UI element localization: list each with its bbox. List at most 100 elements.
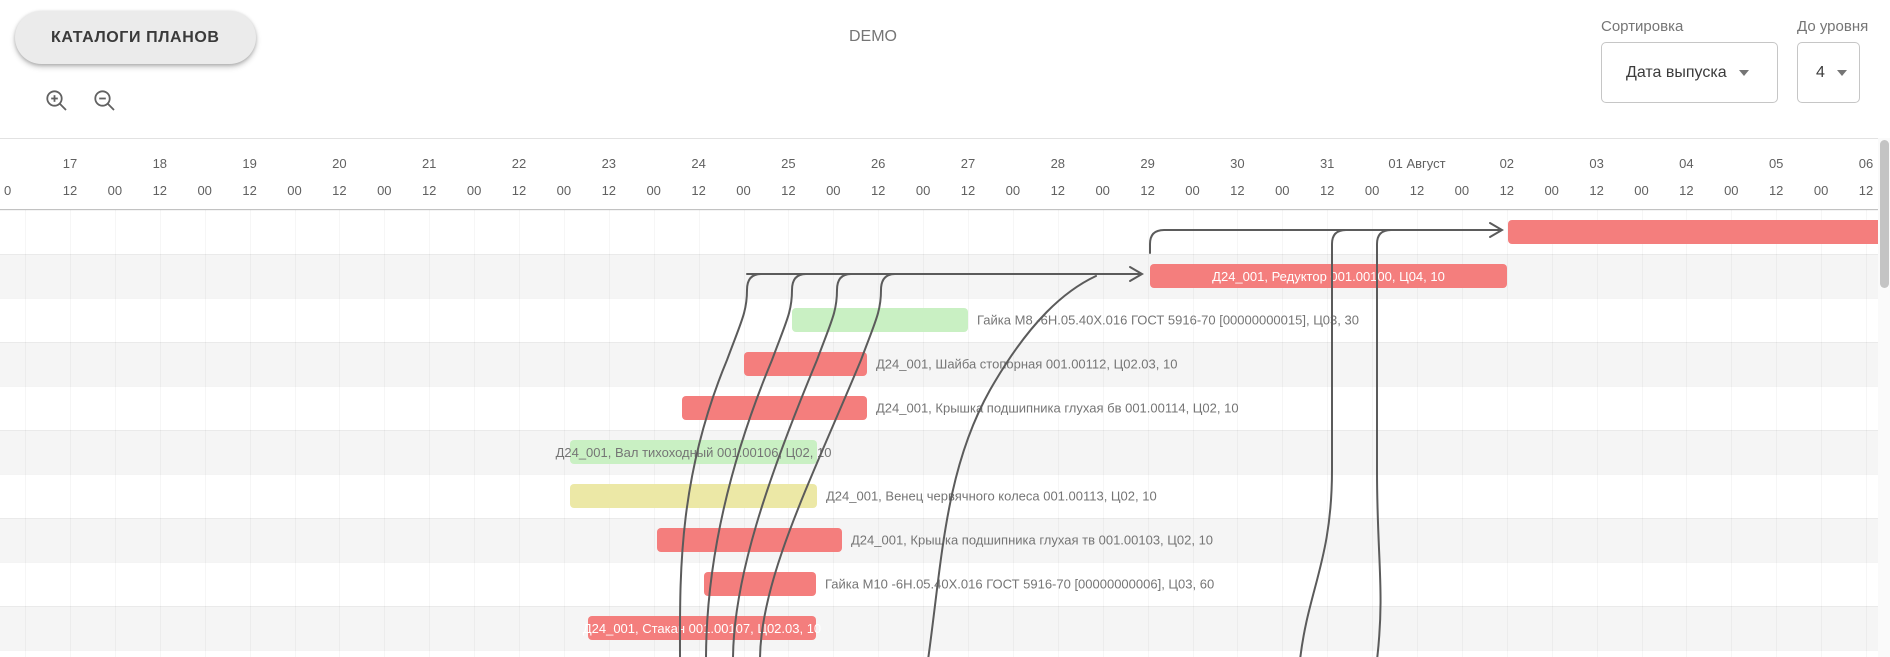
timeline-hour-tick: 00 (1364, 183, 1380, 198)
grid-line (339, 210, 340, 657)
grid-line (609, 210, 610, 657)
task-label: Д24_001, Крышка подшипника глухая тв 001… (851, 532, 1214, 548)
grid-line (1866, 210, 1867, 657)
grid-line (384, 210, 385, 657)
timeline-hour-tick: 00 (1544, 183, 1559, 198)
timeline-day-label: 19 (242, 156, 257, 171)
timeline-hour-tick: 12 (1768, 183, 1784, 198)
grid-line (1597, 210, 1598, 657)
timeline-hour-tick: 00 (1634, 183, 1649, 198)
chevron-down-icon (1738, 69, 1749, 76)
timeline-day-label: 18 (152, 156, 168, 171)
timeline-hour-tick: 00 (466, 183, 482, 198)
timeline-hour-tick: 12 (601, 183, 617, 198)
timeline-day-label: 04 (1679, 156, 1694, 171)
timeline-hour-tick: 00 (556, 183, 572, 198)
catalogs-button[interactable]: КАТАЛОГИ ПЛАНОВ (15, 11, 256, 64)
timeline-hour-tick: 00 (1813, 183, 1829, 198)
timeline-hour-tick: 12 (511, 183, 527, 198)
task-label: Гайка М8 -6Н.05.40Х.016 ГОСТ 5916-70 [00… (977, 312, 1359, 328)
grid-line (250, 210, 251, 657)
timeline-hour-tick: 12 (1319, 183, 1335, 198)
grid-line (295, 210, 296, 657)
timeline-day-label: 27 (960, 156, 976, 171)
grid-line (1821, 210, 1822, 657)
timeline-header: 0 17 12 00 18 12 00 19 12 00 20 12 00 21 12 00 22 12 00 23 1… (0, 138, 1878, 210)
gantt-row (0, 210, 1878, 254)
grid-line (160, 210, 161, 657)
task-label: Гайка М10 -6Н.05.40Х.016 ГОСТ 5916-70 [0… (825, 576, 1215, 592)
grid-line (1642, 210, 1643, 657)
timeline-hour-tick: 00 (287, 183, 302, 198)
timeline-day-label: 24 (691, 156, 706, 171)
timeline-hour-tick: 12 (1499, 183, 1515, 198)
timeline-day-label: 05 (1768, 156, 1784, 171)
timeline-hour-tick: 12 (781, 183, 796, 198)
timeline-day-label: 01 Август (1388, 156, 1446, 171)
gantt-task-bar[interactable]: Д24_001, Стакан 001.00107, Ц02.03, 10 (583, 616, 821, 640)
timeline-day-label: 20 (332, 156, 347, 171)
timeline-hour-tick: 0 (4, 183, 12, 198)
timeline-hour-tick: 12 (152, 183, 168, 198)
task-label: Д24_001, Вал тихоходный 001.00106, Ц02, … (555, 444, 832, 460)
timeline-day-label: 28 (1050, 156, 1066, 171)
timeline-hour-tick: 12 (1050, 183, 1066, 198)
timeline-day-label: 06 (1858, 156, 1874, 171)
timeline-hour-tick: 00 (107, 183, 123, 198)
level-select-value: 4 (1816, 63, 1825, 81)
zoom-in-button[interactable] (43, 88, 71, 116)
timeline-hour-tick: 12 (691, 183, 706, 198)
grid-line (1776, 210, 1777, 657)
timeline-day-label: 25 (781, 156, 796, 171)
timeline-hour-tick: 00 (1275, 183, 1290, 198)
task-label: Д24_001, Шайба стопорная 001.00112, Ц02.… (876, 356, 1178, 372)
task-label: Д24_001, Редуктор 001.00100, Ц04, 10 (1212, 268, 1445, 284)
timeline-hour-tick: 12 (421, 183, 437, 198)
timeline-hour-tick: 12 (1230, 183, 1245, 198)
sort-select[interactable]: Дата выпуска (1601, 42, 1778, 103)
timeline-hour-tick: 00 (1095, 183, 1110, 198)
grid-line (1552, 210, 1553, 657)
timeline-day-label: 02 (1499, 156, 1515, 171)
zoom-out-button[interactable] (91, 88, 119, 116)
timeline-hour-tick: 12 (870, 183, 886, 198)
grid-line (519, 210, 520, 657)
gantt-task-bar[interactable] (657, 528, 842, 552)
vertical-scrollbar-thumb[interactable] (1880, 140, 1889, 288)
timeline-hour-tick: 12 (1409, 183, 1425, 198)
timeline-hour-tick: 00 (1005, 183, 1021, 198)
sort-select-value: Дата выпуска (1626, 63, 1727, 81)
grid-line (115, 210, 116, 657)
gantt-task-bar[interactable] (792, 308, 968, 332)
gantt-task-bar[interactable] (704, 572, 816, 596)
page-title: DEMO (849, 28, 897, 45)
timeline-hour-tick: 12 (1589, 183, 1604, 198)
gantt-task-bar[interactable]: Д24_001, Редуктор 001.00100, Ц04, 10 (1150, 264, 1507, 288)
grid-line (564, 210, 565, 657)
grid-line (70, 210, 71, 657)
timeline-hour-tick: 00 (377, 183, 392, 198)
timeline-day-label: 03 (1589, 156, 1604, 171)
grid-line (429, 210, 430, 657)
timeline-hour-tick: 12 (960, 183, 976, 198)
timeline-hour-tick: 12 (1140, 183, 1155, 198)
timeline-day-label: 23 (601, 156, 617, 171)
timeline-hour-tick: 12 (62, 183, 78, 198)
timeline-day-label: 30 (1230, 156, 1245, 171)
task-label: Д24_001, Венец червячного колеса 001.001… (826, 488, 1157, 504)
gantt-task-bar[interactable] (682, 396, 867, 420)
grid-line (205, 210, 206, 657)
grid-line (474, 210, 475, 657)
gantt-task-bar[interactable] (1508, 220, 1878, 244)
timeline-hour-tick: 00 (1185, 183, 1200, 198)
level-select[interactable]: 4 (1797, 42, 1860, 103)
gantt-task-bar[interactable] (744, 352, 867, 376)
gantt-task-bar[interactable] (570, 484, 817, 508)
timeline-hour-tick: 12 (242, 183, 257, 198)
level-label: До уровня (1797, 18, 1869, 35)
magnifier-minus-icon (92, 90, 118, 117)
chevron-down-icon (1836, 69, 1847, 76)
timeline-hour-tick: 12 (1679, 183, 1694, 198)
task-label: Д24_001, Крышка подшипника глухая бв 001… (876, 400, 1239, 416)
gantt-task-bar[interactable]: Д24_001, Вал тихоходный 001.00106, Ц02, … (556, 440, 831, 464)
